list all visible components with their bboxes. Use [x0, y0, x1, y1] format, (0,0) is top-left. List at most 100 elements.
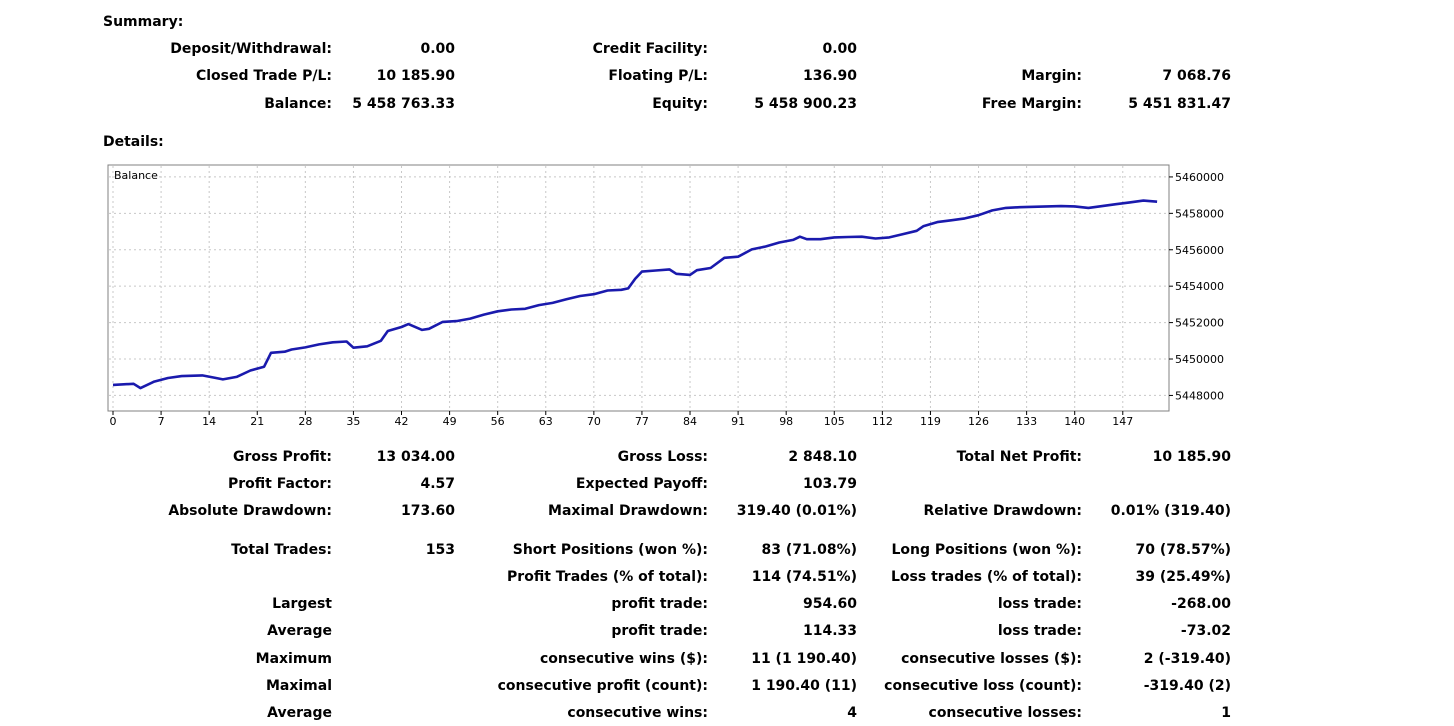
- stat-label: Total Trades:: [231, 542, 332, 558]
- stat-label: Total Net Profit:: [956, 449, 1082, 465]
- x-tick-label: 42: [395, 415, 409, 428]
- stat-value: 2 848.10: [788, 449, 857, 465]
- stat-value: 0.01% (319.40): [1110, 503, 1231, 519]
- stat-value: -268.00: [1171, 596, 1231, 612]
- stat-label: consecutive losses:: [928, 705, 1082, 721]
- x-tick-label: 70: [587, 415, 601, 428]
- x-tick-label: 84: [683, 415, 697, 428]
- chart-title: Balance: [114, 169, 158, 182]
- stat-label: Gross Profit:: [232, 449, 332, 465]
- x-tick-label: 91: [731, 415, 745, 428]
- stat-label: Deposit/Withdrawal:: [170, 41, 332, 57]
- stat-value: 4.57: [420, 476, 455, 492]
- stat-label: Maximal: [265, 678, 332, 694]
- chart-frame: [107, 164, 1170, 412]
- y-tick-label: 5448000: [1175, 389, 1224, 402]
- x-tick-label: 35: [346, 415, 360, 428]
- stat-value: 11 (1 190.40): [751, 651, 857, 667]
- x-tick-label: 14: [202, 415, 216, 428]
- details-heading: Details:: [103, 134, 164, 150]
- x-tick-label: 147: [1112, 415, 1133, 428]
- y-tick-label: 5460000: [1175, 171, 1224, 184]
- stat-value: 153: [425, 542, 455, 558]
- stat-label: Floating P/L:: [608, 68, 708, 84]
- stat-value: 1 190.40 (11): [751, 678, 857, 694]
- stat-label: consecutive loss (count):: [884, 678, 1082, 694]
- x-tick-label: 0: [110, 415, 117, 428]
- stat-label: loss trade:: [997, 596, 1082, 612]
- x-tick-label: 28: [298, 415, 312, 428]
- stat-label: profit trade:: [611, 623, 708, 639]
- stat-label: Relative Drawdown:: [923, 503, 1082, 519]
- stat-value: 5 458 763.33: [352, 96, 455, 112]
- stat-value: 5 451 831.47: [1128, 96, 1231, 112]
- stat-value: 954.60: [802, 596, 857, 612]
- x-tick-label: 21: [250, 415, 264, 428]
- x-tick-label: 7: [158, 415, 165, 428]
- chart-grid: [109, 166, 1168, 410]
- x-tick-label: 77: [635, 415, 649, 428]
- x-tick-label: 49: [443, 415, 457, 428]
- stat-label: Profit Factor:: [227, 476, 332, 492]
- stat-label: Expected Payoff:: [575, 476, 708, 492]
- stat-value: 173.60: [400, 503, 455, 519]
- x-tick-label: 140: [1064, 415, 1085, 428]
- y-tick-label: 5454000: [1175, 280, 1224, 293]
- stat-label: Maximum: [255, 651, 332, 667]
- stat-label: Closed Trade P/L:: [195, 68, 332, 84]
- stat-value: 7 068.76: [1162, 68, 1231, 84]
- stat-label: consecutive wins ($):: [539, 651, 708, 667]
- stat-label: Loss trades (% of total):: [891, 569, 1082, 585]
- stat-label: Credit Facility:: [592, 41, 708, 57]
- stat-value: 114 (74.51%): [751, 569, 857, 585]
- stat-label: Absolute Drawdown:: [168, 503, 332, 519]
- y-tick-label: 5456000: [1175, 244, 1224, 257]
- stat-label: Profit Trades (% of total):: [507, 569, 708, 585]
- stat-value: 39 (25.49%): [1135, 569, 1231, 585]
- x-tick-label: 119: [920, 415, 941, 428]
- stat-label: Maximal Drawdown:: [548, 503, 708, 519]
- stat-label: Largest: [272, 596, 332, 612]
- stat-value: -73.02: [1180, 623, 1231, 639]
- stat-label: Long Positions (won %):: [891, 542, 1082, 558]
- y-axis: 5448000 5450000 5452000 5454000 5456000 54580…: [1169, 171, 1224, 402]
- stat-label: Equity:: [652, 96, 708, 112]
- stat-value: 13 034.00: [376, 449, 455, 465]
- stat-value: 70 (78.57%): [1135, 542, 1231, 558]
- stat-value: 10 185.90: [376, 68, 455, 84]
- stat-value: 103.79: [802, 476, 857, 492]
- x-tick-label: 98: [779, 415, 793, 428]
- stat-value: 136.90: [802, 68, 857, 84]
- y-tick-label: 5450000: [1175, 353, 1224, 366]
- stat-label: Balance:: [264, 96, 332, 112]
- stat-value: 5 458 900.23: [754, 96, 857, 112]
- stat-value: 114.33: [802, 623, 857, 639]
- stat-value: -319.40 (2): [1143, 678, 1231, 694]
- stat-value: 319.40 (0.01%): [736, 503, 857, 519]
- x-tick-label: 133: [1016, 415, 1037, 428]
- x-tick-label: 56: [491, 415, 505, 428]
- stat-label: profit trade:: [611, 596, 708, 612]
- x-tick-label: 105: [824, 415, 845, 428]
- stat-label: consecutive losses ($):: [901, 651, 1082, 667]
- stat-label: consecutive wins:: [567, 705, 708, 721]
- x-axis: 0 7 14 21 28 35 42 49 56 63 70 77 84 91 98 105 112 119 126…: [110, 411, 1133, 428]
- stat-label: Margin:: [1021, 68, 1082, 84]
- x-tick-label: 63: [539, 415, 553, 428]
- stat-label: Average: [267, 705, 332, 721]
- stat-label: consecutive profit (count):: [497, 678, 708, 694]
- stat-value: 4: [847, 705, 857, 721]
- stat-label: Average: [267, 623, 332, 639]
- stat-value: 0.00: [822, 41, 857, 57]
- stat-label: Short Positions (won %):: [512, 542, 708, 558]
- x-tick-label: 112: [872, 415, 893, 428]
- stat-label: Gross Loss:: [617, 449, 708, 465]
- stat-value: 0.00: [420, 41, 455, 57]
- stat-value: 1: [1221, 705, 1231, 721]
- stat-value: 83 (71.08%): [761, 542, 857, 558]
- stat-value: 2 (-319.40): [1143, 651, 1231, 667]
- summary-heading: Summary:: [103, 14, 184, 30]
- x-tick-label: 126: [968, 415, 989, 428]
- stat-label: loss trade:: [997, 623, 1082, 639]
